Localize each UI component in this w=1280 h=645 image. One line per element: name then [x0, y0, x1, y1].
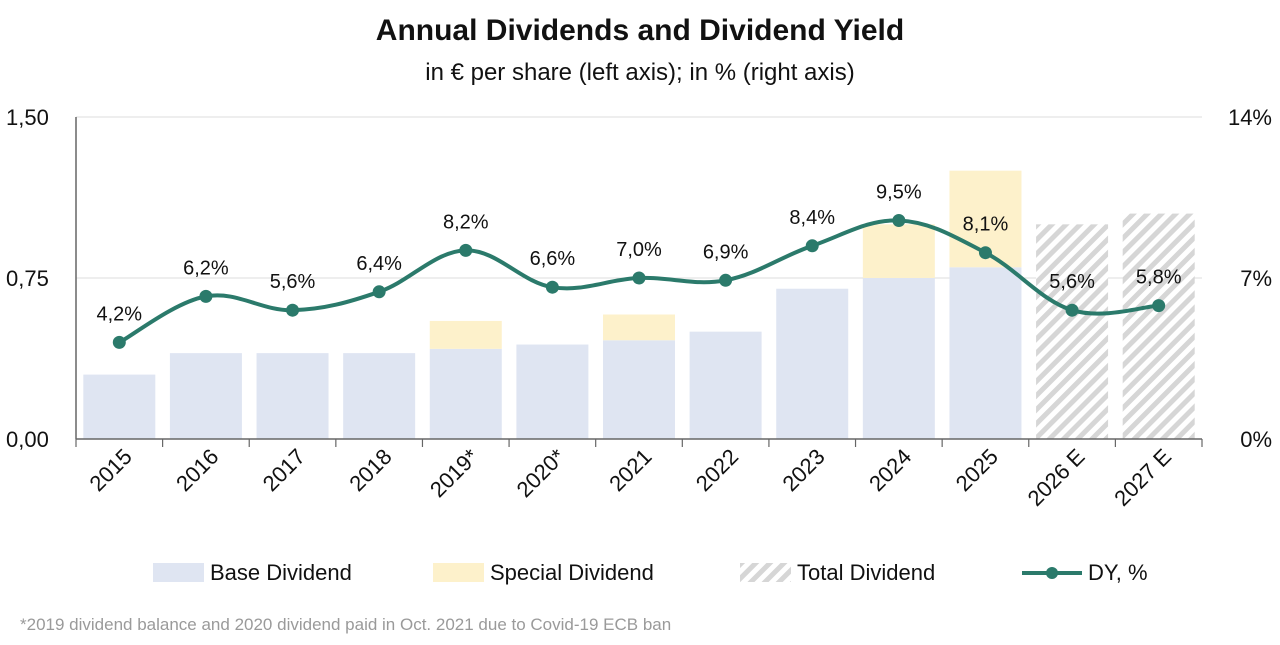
y-left-tick-label: 1,50 — [6, 105, 49, 130]
axes — [75, 117, 1203, 447]
legend-label-base: Base Dividend — [210, 560, 352, 585]
dy-label: 5,6% — [270, 271, 316, 293]
dy-point-2022 — [719, 273, 733, 287]
category-label: 2025 — [951, 444, 1003, 496]
dy-label: 8,2% — [443, 211, 489, 233]
y-left-tick-label: 0,75 — [6, 266, 49, 291]
dy-label: 7,0% — [616, 239, 662, 261]
dy-label: 6,2% — [183, 257, 229, 279]
category-label: 2019* — [425, 444, 484, 503]
bar-base-2018 — [343, 353, 416, 439]
bar-base-2022 — [689, 331, 762, 439]
dy-point-2027E — [1152, 299, 1166, 313]
dy-point-2020 — [545, 280, 559, 294]
dy-label: 6,4% — [356, 253, 402, 275]
bars — [83, 170, 1195, 439]
dy-label: 5,6% — [1049, 271, 1095, 293]
y-right-tick-label: 14% — [1228, 105, 1272, 130]
category-label: 2026 E — [1023, 444, 1090, 511]
footnote: *2019 dividend balance and 2020 dividend… — [20, 615, 671, 634]
category-label: 2022 — [691, 444, 743, 496]
dy-line — [112, 214, 1166, 349]
legend-swatch-total — [740, 563, 791, 582]
legend-label-special: Special Dividend — [490, 560, 654, 585]
data-labels: 4,2% 6,2% 5,6% 6,4% 8,2% 6,6% 7,0% 6,9% 8,4% 9,5%… — [97, 182, 1182, 326]
bar-base-2020 — [516, 344, 589, 439]
dy-point-2018 — [372, 285, 386, 299]
category-label: 2016 — [171, 444, 223, 496]
bar-base-2024 — [862, 278, 935, 439]
legend-swatch-dy-marker — [1046, 567, 1058, 579]
legend-label-total: Total Dividend — [797, 560, 935, 585]
y-right-tick-label: 7% — [1240, 266, 1272, 291]
category-label: 2024 — [864, 444, 916, 496]
legend: Base Dividend Special Dividend Total Div… — [153, 560, 1148, 585]
legend-label-dy: DY, % — [1088, 560, 1148, 585]
legend-swatch-base — [153, 563, 204, 582]
bar-base-2015 — [83, 374, 156, 439]
category-label: 2018 — [344, 444, 396, 496]
category-labels: 2015 2016 2017 2018 2019* 2020* 2021 2022 2023 20… — [85, 444, 1177, 511]
category-label: 2020* — [512, 444, 571, 503]
y-right-tick-label: 0% — [1240, 427, 1272, 452]
category-label: 2023 — [777, 444, 829, 496]
category-label: 2017 — [258, 444, 310, 496]
dy-point-2023 — [805, 239, 819, 253]
dy-label: 5,8% — [1136, 267, 1182, 289]
chart-title: Annual Dividends and Dividend Yield — [376, 14, 904, 47]
category-label: 2015 — [85, 444, 137, 496]
dy-label: 4,2% — [97, 303, 143, 325]
dy-label: 8,4% — [789, 207, 835, 229]
bar-total-2026E — [1036, 224, 1109, 439]
bar-base-2017 — [256, 353, 329, 439]
bar-base-2019 — [429, 348, 502, 439]
dy-point-2024 — [892, 214, 906, 227]
dy-point-2019 — [459, 243, 473, 257]
bar-base-2016 — [169, 353, 242, 439]
dy-label: 9,5% — [876, 182, 922, 204]
dy-point-2026E — [1065, 303, 1079, 317]
bar-special-2024 — [862, 224, 935, 278]
dy-point-2025 — [978, 246, 992, 260]
dy-label: 8,1% — [963, 214, 1009, 236]
bar-base-2025 — [949, 267, 1022, 439]
y-tick-labels: 0,00 0,75 1,50 0% 7% 14% — [6, 105, 1272, 452]
dy-point-2016 — [199, 289, 213, 303]
dy-point-2021 — [632, 271, 646, 285]
category-label: 2021 — [604, 444, 656, 496]
dy-point-2017 — [286, 303, 300, 317]
y-left-tick-label: 0,00 — [6, 427, 49, 452]
dy-point-2015 — [112, 335, 126, 349]
dy-label: 6,9% — [703, 241, 749, 263]
bar-base-2021 — [603, 340, 675, 439]
bar-special-2021 — [603, 314, 675, 341]
chart-subtitle: in € per share (left axis); in % (right … — [425, 59, 854, 86]
legend-swatch-special — [433, 563, 484, 582]
bar-special-2019 — [429, 320, 502, 349]
bar-total-2027E — [1122, 213, 1195, 439]
dy-label: 6,6% — [530, 248, 576, 270]
bar-base-2023 — [776, 288, 849, 439]
category-label: 2027 E — [1109, 444, 1176, 511]
